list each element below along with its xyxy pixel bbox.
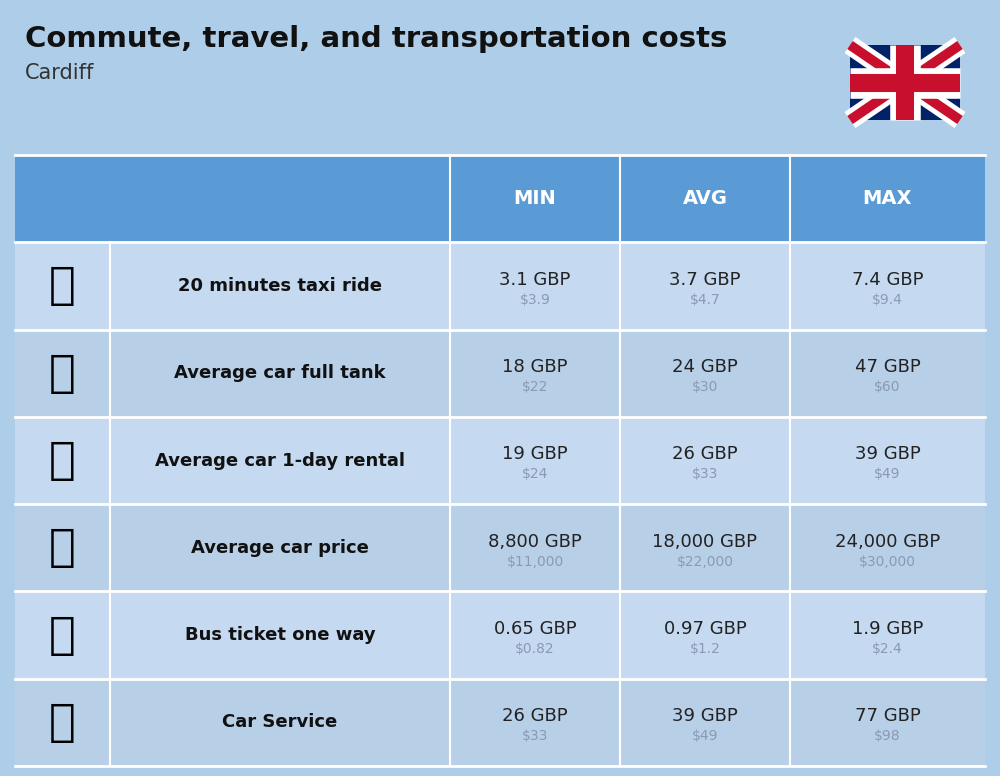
Text: $11,000: $11,000 (506, 555, 564, 569)
Text: 0.65 GBP: 0.65 GBP (494, 620, 576, 638)
Text: 18,000 GBP: 18,000 GBP (652, 532, 758, 551)
Text: 24,000 GBP: 24,000 GBP (835, 532, 940, 551)
Text: ⛽: ⛽ (49, 352, 76, 395)
Bar (15, 417, 985, 504)
Text: 18 GBP: 18 GBP (502, 358, 568, 376)
Text: Average car full tank: Average car full tank (174, 364, 386, 383)
Text: 24 GBP: 24 GBP (672, 358, 738, 376)
Text: 26 GBP: 26 GBP (502, 707, 568, 726)
Text: MAX: MAX (863, 189, 912, 208)
Text: $22: $22 (522, 380, 548, 394)
Text: $24: $24 (522, 467, 548, 481)
Text: 8,800 GBP: 8,800 GBP (488, 532, 582, 551)
Text: Bus ticket one way: Bus ticket one way (185, 626, 375, 644)
Text: 3.1 GBP: 3.1 GBP (499, 271, 571, 289)
Text: $9.4: $9.4 (872, 293, 903, 307)
Text: $3.9: $3.9 (520, 293, 550, 307)
Text: 🚗: 🚗 (49, 526, 76, 570)
Text: 🚗: 🚗 (49, 439, 76, 482)
Text: $1.2: $1.2 (690, 642, 720, 656)
Text: $60: $60 (874, 380, 901, 394)
Text: 1.9 GBP: 1.9 GBP (852, 620, 923, 638)
Text: $30,000: $30,000 (859, 555, 916, 569)
Text: $0.82: $0.82 (515, 642, 555, 656)
Text: Average car 1-day rental: Average car 1-day rental (155, 452, 405, 469)
Text: Cardiff: Cardiff (25, 63, 94, 83)
Text: MIN: MIN (514, 189, 556, 208)
Text: $30: $30 (692, 380, 718, 394)
Text: 🚕: 🚕 (49, 265, 76, 307)
Text: 77 GBP: 77 GBP (855, 707, 920, 726)
Text: Average car price: Average car price (191, 539, 369, 557)
Text: Commute, travel, and transportation costs: Commute, travel, and transportation cost… (25, 25, 727, 53)
Bar (15, 155, 985, 242)
Text: 🚌: 🚌 (49, 614, 76, 656)
Text: Car Service: Car Service (222, 713, 338, 731)
Text: $4.7: $4.7 (690, 293, 720, 307)
Bar (15, 591, 985, 679)
Text: $22,000: $22,000 (676, 555, 734, 569)
Text: 20 minutes taxi ride: 20 minutes taxi ride (178, 277, 382, 295)
Bar (15, 679, 985, 766)
Text: AVG: AVG (682, 189, 728, 208)
Text: 47 GBP: 47 GBP (855, 358, 920, 376)
Text: 39 GBP: 39 GBP (855, 445, 920, 463)
Text: 0.97 GBP: 0.97 GBP (664, 620, 746, 638)
Bar (15, 242, 985, 330)
Bar (15, 330, 985, 417)
Bar (15, 504, 985, 591)
Text: $33: $33 (522, 729, 548, 743)
Text: $98: $98 (874, 729, 901, 743)
Text: 26 GBP: 26 GBP (672, 445, 738, 463)
Text: 19 GBP: 19 GBP (502, 445, 568, 463)
Text: $49: $49 (692, 729, 718, 743)
Text: 7.4 GBP: 7.4 GBP (852, 271, 923, 289)
Text: $49: $49 (874, 467, 901, 481)
Text: 3.7 GBP: 3.7 GBP (669, 271, 741, 289)
Text: $2.4: $2.4 (872, 642, 903, 656)
Bar (850, 45, 960, 120)
Text: 39 GBP: 39 GBP (672, 707, 738, 726)
Text: 🚗: 🚗 (49, 701, 76, 744)
Text: $33: $33 (692, 467, 718, 481)
